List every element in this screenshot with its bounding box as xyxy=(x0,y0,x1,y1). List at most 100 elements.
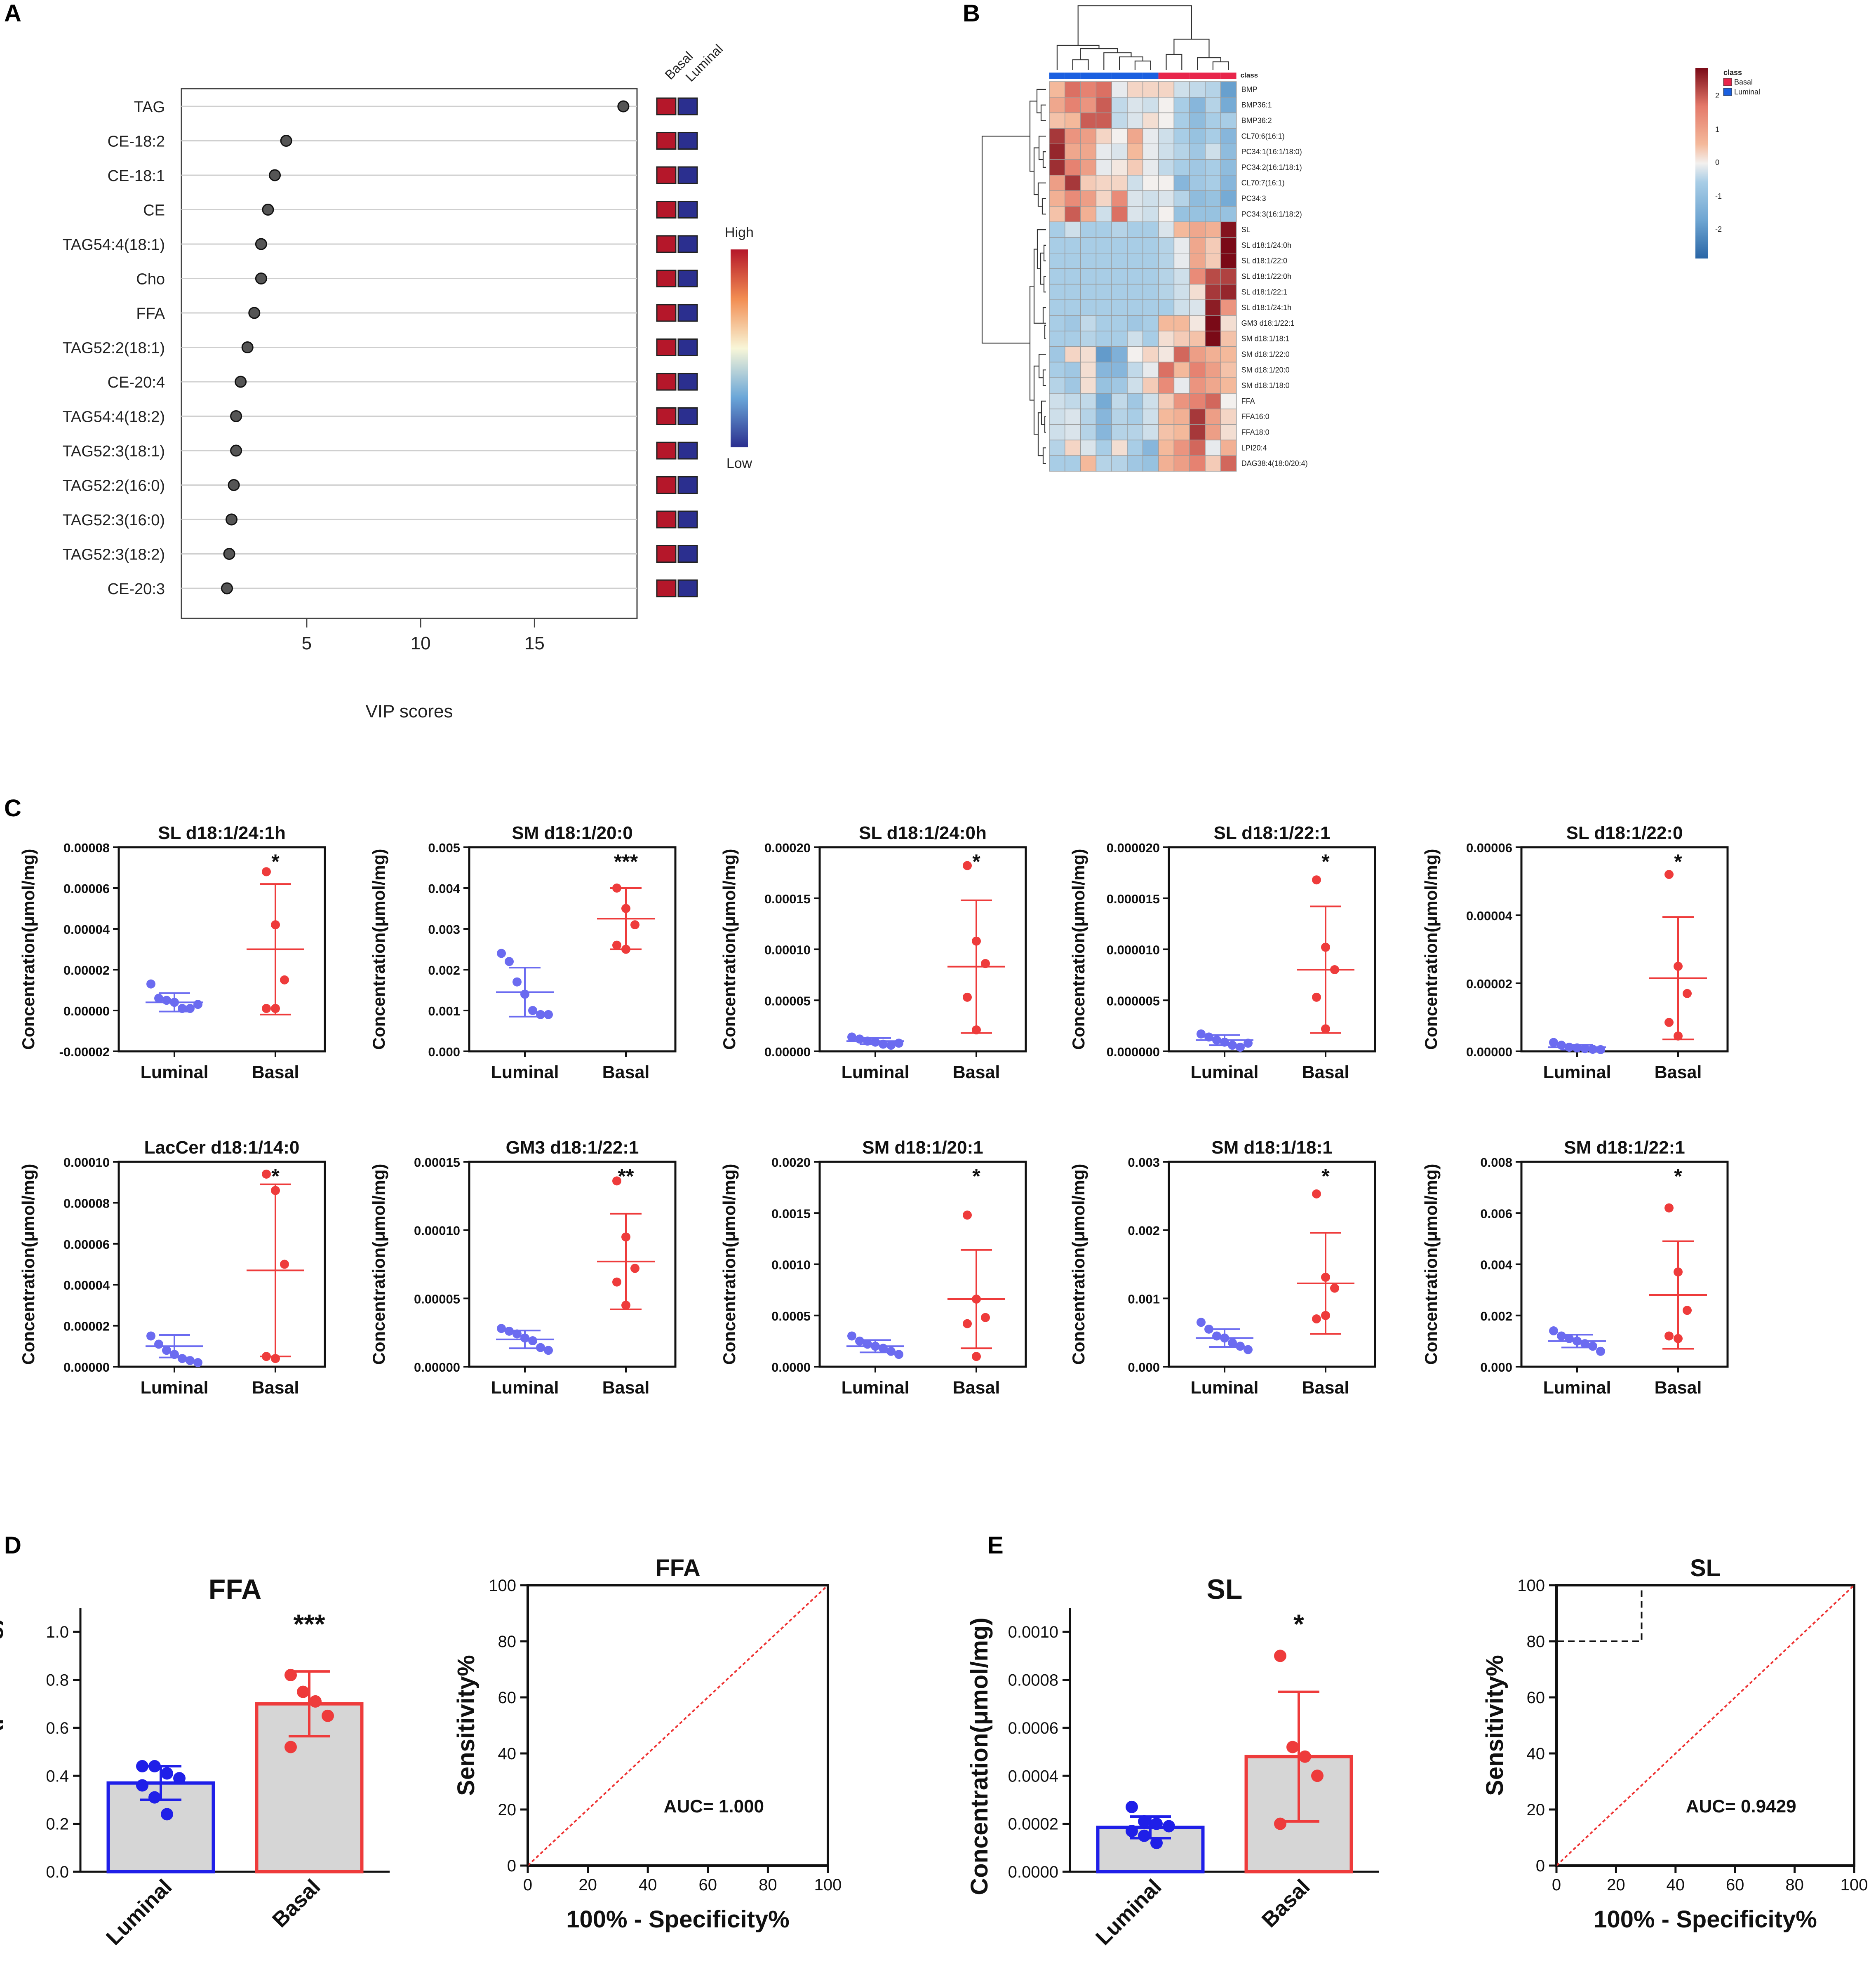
heatmap-class-cell xyxy=(1205,73,1221,79)
heatmap-cell xyxy=(1096,190,1112,207)
heatmap-cell xyxy=(1049,393,1065,409)
heatmap-cell xyxy=(1189,112,1206,129)
heatmap-cell xyxy=(1096,393,1112,409)
scatter-point xyxy=(162,996,171,1005)
heatmap-cell xyxy=(1143,284,1159,300)
scatter-title: LacCer d18:1/14:0 xyxy=(144,1137,300,1158)
scatter-significance: * xyxy=(1321,1165,1330,1188)
scatter-ytick-label: 0.002 xyxy=(428,963,460,978)
heatmap-cell xyxy=(1143,393,1159,409)
heatmap-cell xyxy=(1065,377,1081,394)
heatmap-cell xyxy=(1173,268,1190,285)
heatmap-cell xyxy=(1205,284,1221,300)
heatmap-cell xyxy=(1096,112,1112,129)
scatter-point xyxy=(981,1313,990,1322)
heatmap-cell xyxy=(1189,190,1206,207)
scatter-title: SL d18:1/24:0h xyxy=(859,823,987,843)
scatter-ytick-label: 0.0005 xyxy=(771,1309,811,1323)
bar-ytick-label: 0.0 xyxy=(46,1863,69,1881)
heatmap-cell xyxy=(1158,128,1175,144)
heatmap-cell xyxy=(1220,409,1237,425)
scatter-point xyxy=(1228,1338,1237,1348)
scatter-xtick-label: Luminal xyxy=(1543,1062,1611,1082)
heatmap-row-label: PC34:2(16:1/18:1) xyxy=(1241,163,1302,172)
heatmap-cell xyxy=(1143,331,1159,347)
heatmap-cell xyxy=(1127,331,1143,347)
scatter-frame xyxy=(818,846,1027,1053)
heatmap-cell xyxy=(1220,81,1237,98)
scatter-point xyxy=(262,1169,271,1179)
vip-luminal-cell xyxy=(677,510,698,529)
vip-feature-label: CE xyxy=(143,202,165,219)
heatmap-cell xyxy=(1158,159,1175,176)
heatmap-cell xyxy=(1205,377,1221,394)
heatmap-cell xyxy=(1173,128,1190,144)
heatmap-cell xyxy=(1189,143,1206,160)
vip-luminal-cell xyxy=(677,97,698,115)
scatter-point xyxy=(1197,1029,1206,1039)
heatmap-cell xyxy=(1205,393,1221,409)
scatter-xtick-label: Luminal xyxy=(491,1378,559,1398)
heatmap-cell xyxy=(1065,299,1081,316)
heatmap-cell xyxy=(1049,112,1065,129)
heatmap-cell xyxy=(1143,253,1159,269)
heatmap-cell xyxy=(1111,112,1128,129)
scatter-ytick-label: 0.00002 xyxy=(63,963,110,978)
heatmap-row-label: SM d18:1/18:1 xyxy=(1241,335,1290,343)
roc-title: SL xyxy=(1690,1555,1721,1582)
scatter-ytick-label: 0.00006 xyxy=(1466,841,1512,855)
scatter-point xyxy=(894,1039,903,1048)
heatmap-cell xyxy=(1049,97,1065,113)
heatmap-cell xyxy=(1143,112,1159,129)
scatter-frame xyxy=(468,846,677,1053)
panel-d-ffa: FFA 0.0 0.2 0.4 0.6 0.8 1.0 Concentration(μmol/… xyxy=(0,1555,842,1950)
heatmap-row-label: DAG38:4(18:0/20:4) xyxy=(1241,459,1308,468)
vip-basal-cell xyxy=(656,545,677,563)
scatter-point xyxy=(847,1032,856,1042)
heatmap-cell xyxy=(1096,97,1112,113)
heatmap-cell xyxy=(1173,455,1190,472)
scatter-point xyxy=(963,861,972,870)
scatter-frame xyxy=(1520,1161,1729,1368)
heatmap-cell xyxy=(1143,237,1159,254)
ffa-roc-chart: FFA 00 20 20 40 40 60 60 80 80 100 100 100% - Specif… xyxy=(453,1555,842,1933)
bar-ytick-label: 0.0006 xyxy=(1008,1719,1058,1737)
scatter-point xyxy=(536,1010,545,1019)
heatmap-cell xyxy=(1080,175,1097,191)
heatmap-class-cell xyxy=(1220,73,1237,79)
vip-luminal-cell xyxy=(677,235,698,253)
heatmap-cell xyxy=(1065,112,1081,129)
scatter-ylabel: Concentration(μmol/mg) xyxy=(19,1164,38,1365)
heatmap-cell xyxy=(1205,315,1221,331)
scatter-significance: * xyxy=(1321,850,1330,873)
heatmap-cell xyxy=(1096,299,1112,316)
vip-feature-label: TAG52:3(18:1) xyxy=(62,443,165,460)
heatmap-cell xyxy=(1065,409,1081,425)
heatmap-cell xyxy=(1111,346,1128,363)
heatmap-class-cell xyxy=(1112,73,1127,79)
vip-feature-label: TAG52:3(18:2) xyxy=(62,546,165,564)
scatter-ylabel: Concentration(μmol/mg) xyxy=(369,849,388,1050)
heatmap-cell xyxy=(1049,284,1065,300)
bar-point xyxy=(136,1760,148,1772)
vip-luminal-cell xyxy=(677,545,698,563)
heatmap-cell xyxy=(1158,331,1175,347)
vip-basal-cell xyxy=(656,201,677,219)
heatmap-cell xyxy=(1080,362,1097,378)
heatmap-cell xyxy=(1111,159,1128,176)
scatter-xtick-label: Basal xyxy=(602,1378,650,1398)
scatter-point xyxy=(879,1344,888,1353)
roc-ytick-label: 100 xyxy=(1517,1577,1545,1595)
bar-point xyxy=(1163,1820,1175,1833)
scatter-ylabel: Concentration(μmol/mg) xyxy=(1421,1164,1441,1365)
heatmap-cell xyxy=(1111,455,1128,472)
bar-xtick-label: Basal xyxy=(1257,1875,1314,1932)
heatmap-cell xyxy=(1065,253,1081,269)
scatter-ytick-label: 0.004 xyxy=(428,881,460,896)
heatmap-cell xyxy=(1127,284,1143,300)
heatmap-cell xyxy=(1220,221,1237,238)
heatmap-scale-tick: 2 xyxy=(1715,92,1719,100)
vip-luminal-cell xyxy=(677,270,698,287)
heatmap-cell xyxy=(1173,315,1190,331)
scatter-title: GM3 d18:1/22:1 xyxy=(506,1137,639,1158)
